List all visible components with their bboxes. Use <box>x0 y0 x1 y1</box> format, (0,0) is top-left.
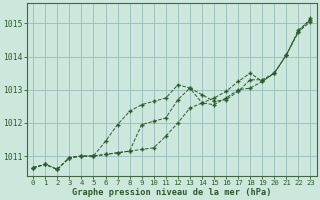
X-axis label: Graphe pression niveau de la mer (hPa): Graphe pression niveau de la mer (hPa) <box>72 188 272 197</box>
